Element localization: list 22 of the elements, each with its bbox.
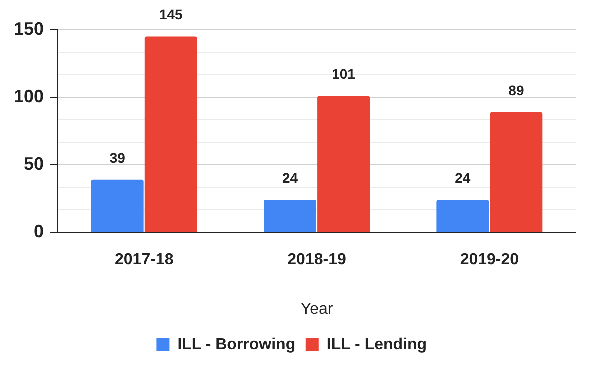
legend-label: ILL - Lending [326, 336, 428, 354]
legend-label: ILL - Borrowing [178, 336, 296, 354]
bar [318, 96, 370, 232]
x-tick-label: 2018-19 [288, 252, 346, 269]
y-tick-label: 50 [24, 154, 44, 174]
bar [264, 200, 316, 232]
data-label: 24 [282, 170, 298, 186]
data-label: 24 [455, 170, 471, 186]
x-axis-title: Year [300, 300, 334, 318]
data-label: 39 [110, 150, 126, 166]
data-label: 89 [508, 82, 524, 98]
x-tick-label: 2017-18 [115, 252, 174, 269]
data-label: 145 [159, 6, 184, 23]
bar [91, 180, 144, 232]
bar [436, 200, 490, 232]
bar [490, 112, 543, 232]
x-tick-label: 2019-20 [460, 252, 520, 269]
y-tick-label: 150 [14, 18, 44, 39]
y-tick-label: 100 [14, 86, 44, 106]
y-tick-label: 0 [34, 222, 44, 242]
data-label: 101 [332, 66, 356, 82]
bar [144, 36, 198, 232]
